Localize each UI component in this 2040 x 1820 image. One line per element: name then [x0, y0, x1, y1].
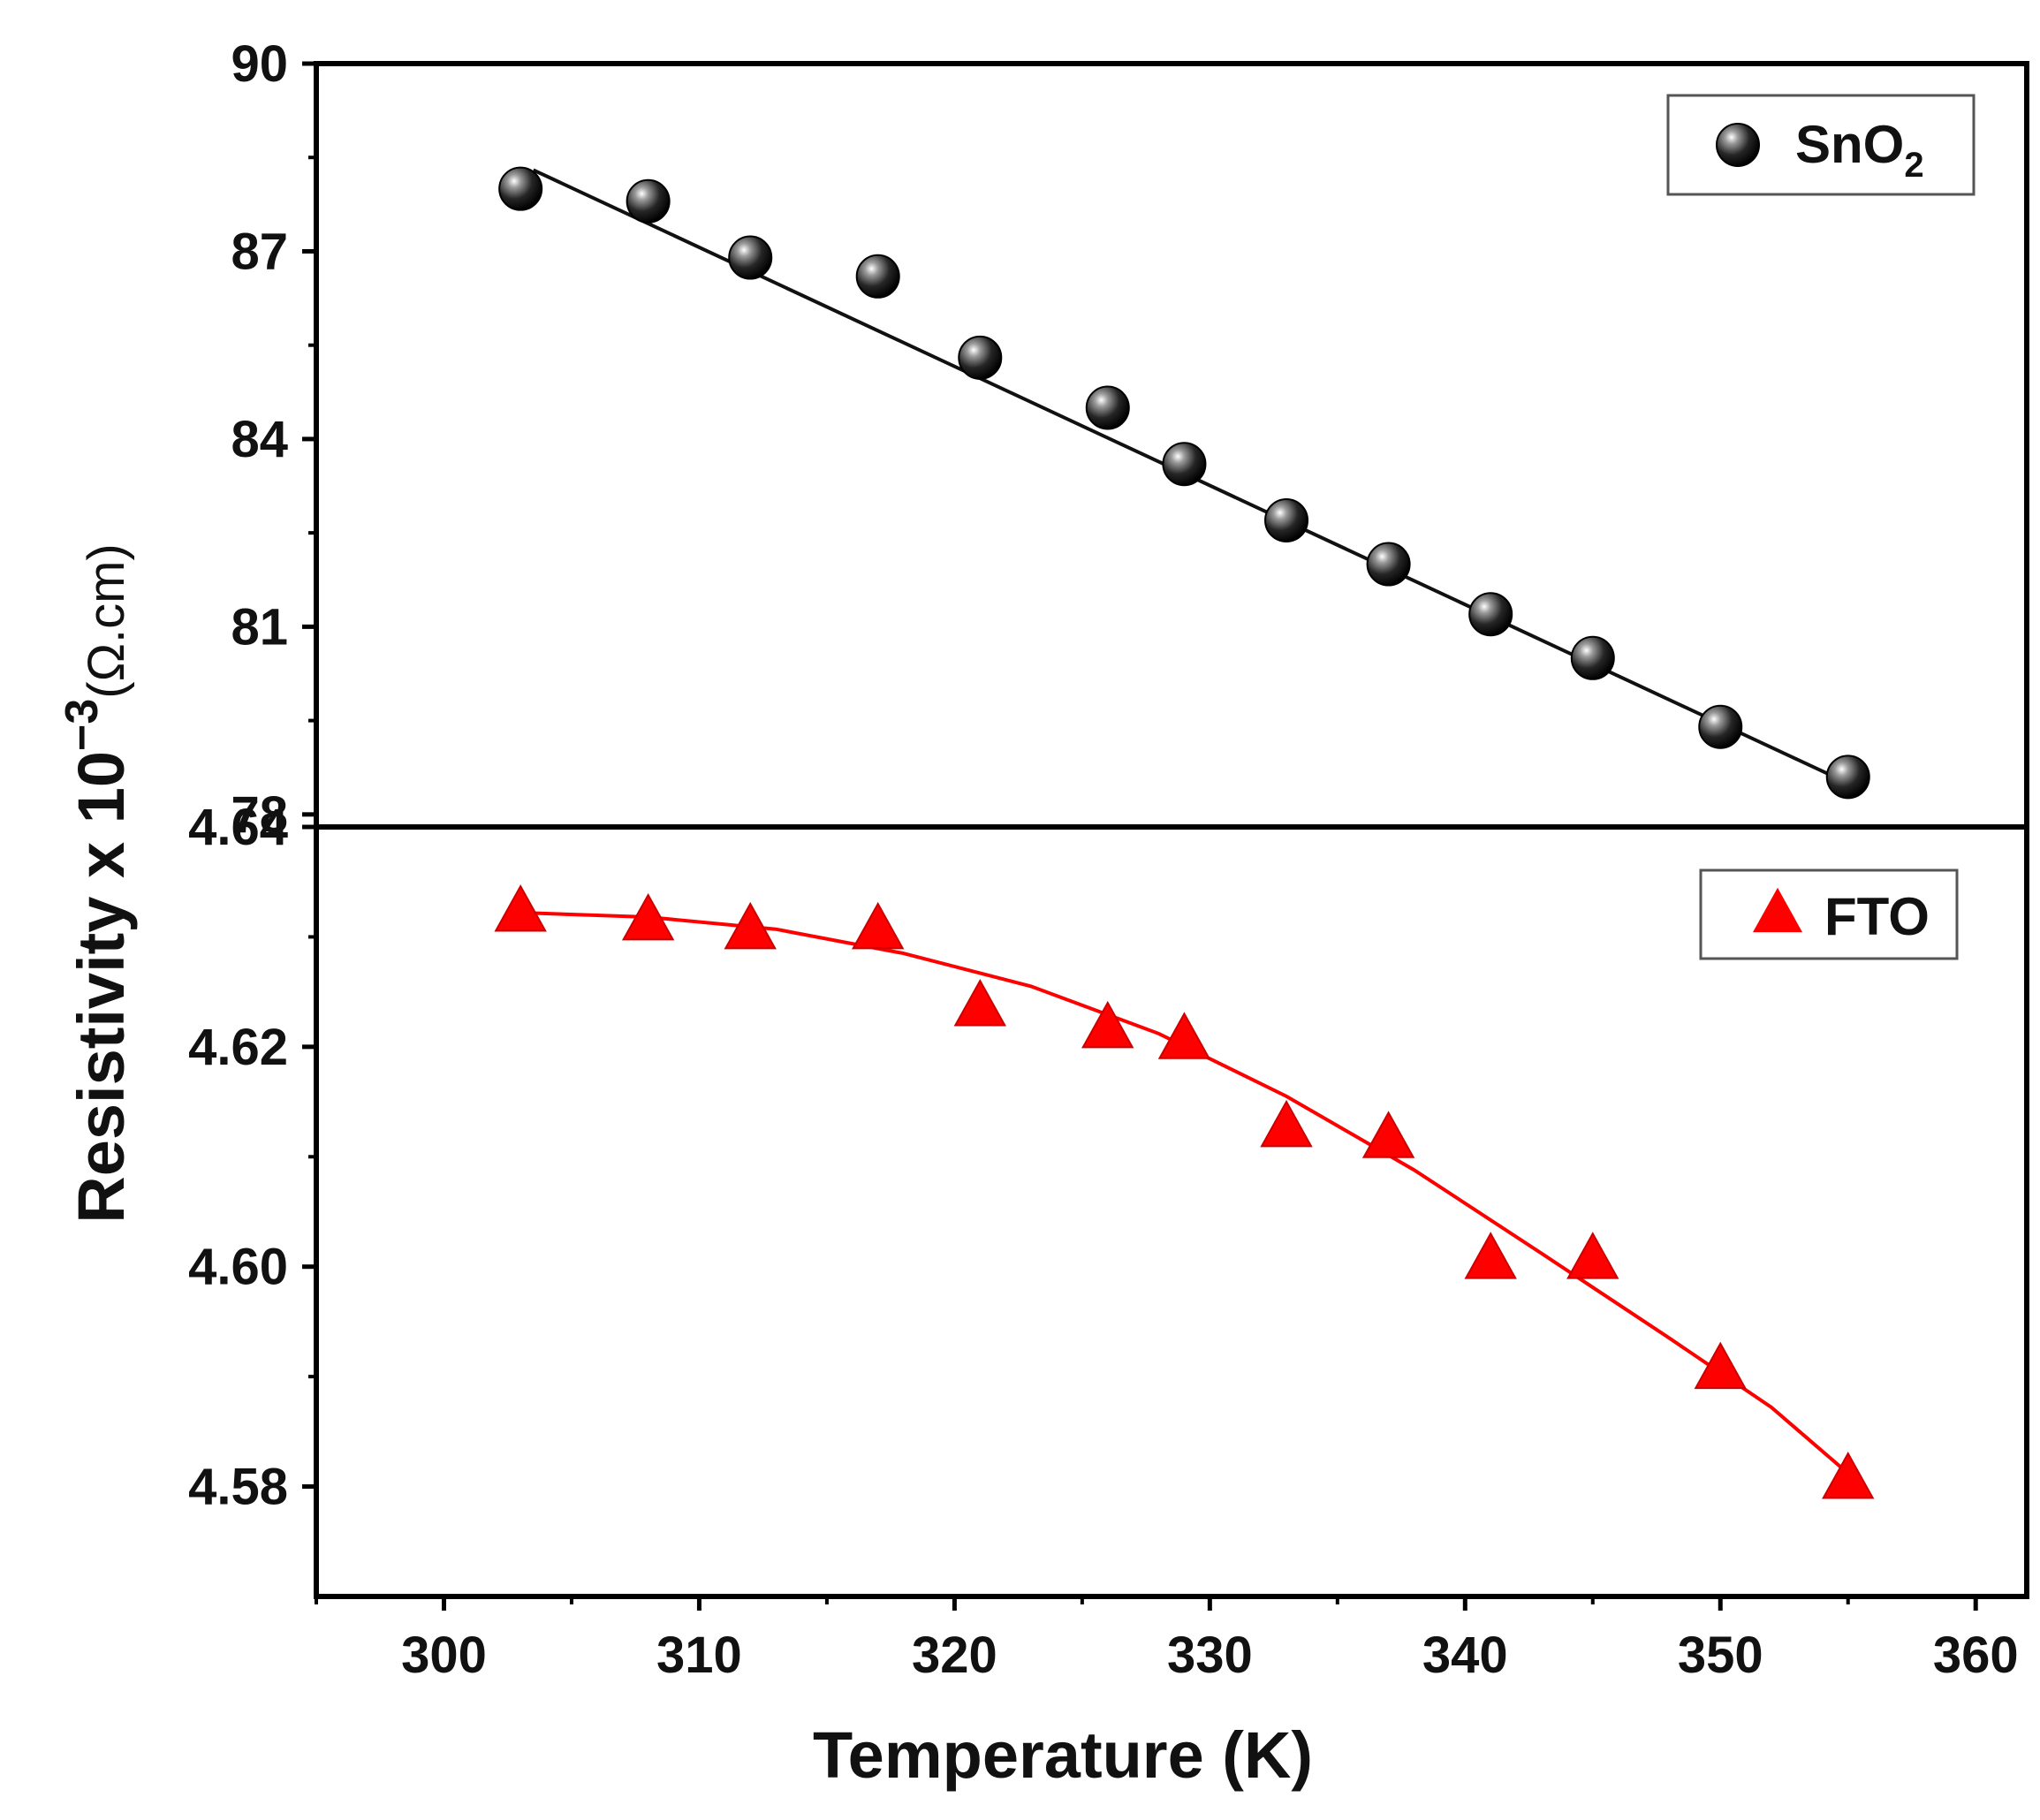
sno2-data-point: [958, 335, 1003, 380]
fto-data-point: [621, 892, 675, 941]
sno2-y-tick-label: 81: [231, 598, 288, 656]
sno2-data-point: [1366, 542, 1411, 587]
legend-fto-label: FTO: [1824, 887, 1930, 946]
x-tick-label: 320: [912, 1627, 997, 1684]
fto-data-point: [1157, 1012, 1211, 1059]
legend-fto-box: [1699, 868, 1959, 960]
fto-data-point: [1464, 1232, 1517, 1279]
x-axis-title: Temperature (K): [813, 1718, 1313, 1792]
fto-data-point: [953, 978, 1006, 1027]
sno2-y-tick-label: 87: [231, 223, 288, 280]
sno2-data-point: [1825, 755, 1870, 800]
sno2-data-point: [1085, 385, 1130, 430]
plot-frame: [314, 61, 2029, 1599]
sno2-data-point: [1162, 442, 1207, 487]
sno2-data-point: [498, 166, 543, 211]
legend-sno2-name: SnO: [1795, 115, 1904, 174]
fto-data-point: [1260, 1099, 1313, 1148]
legend-sno2: SnO2: [1666, 94, 1976, 196]
sno2-data-point: [855, 254, 900, 299]
fto-data-point: [1081, 1000, 1134, 1049]
plot-border: [314, 61, 2029, 1599]
sno2-y-tick-label: 90: [231, 35, 288, 93]
fto-data-point: [724, 901, 777, 950]
fto-y-tick-label: 4.64: [188, 799, 288, 856]
legend-sno2-sphere: [1716, 123, 1760, 167]
y-axis-title-main: Resistivity x 10: [64, 751, 138, 1224]
sno2-data-point: [1264, 497, 1309, 542]
fto-data-point: [1694, 1341, 1747, 1390]
sno2-y-tick-label: 78: [231, 786, 288, 844]
fto-y-tick-label: 4.58: [188, 1459, 288, 1516]
x-tick-label: 300: [401, 1627, 487, 1684]
legend-sno2-subscript: 2: [1904, 146, 1923, 185]
fto-y-tick-label: 4.62: [188, 1019, 288, 1076]
fto-data-point: [1566, 1232, 1619, 1279]
x-tick-label: 340: [1422, 1627, 1508, 1684]
sno2-data-point: [728, 235, 773, 280]
x-tick-label: 350: [1678, 1627, 1763, 1684]
sno2-panel: 78 81 84 87 90: [231, 35, 1870, 844]
legend-fto: FTO: [1699, 868, 1959, 960]
sno2-data-point: [1468, 592, 1513, 637]
legend-sno2-label: SnO2: [1795, 115, 1924, 185]
fto-y-tick-label: 4.60: [188, 1239, 288, 1296]
legend-fto-triangle: [1753, 887, 1802, 933]
x-axis: 300 310 320 330 340 350 360: [315, 1596, 2019, 1684]
fto-data-point: [494, 883, 547, 932]
x-tick-label: 360: [1933, 1627, 2019, 1684]
y-axis-title-unit: (Ω.cm): [78, 543, 135, 698]
fto-data-point: [852, 901, 905, 950]
fto-panel: 4.58 4.60 4.62 4.64: [188, 799, 1875, 1516]
x-tick-label: 310: [656, 1627, 742, 1684]
legend-fto-marker: [1753, 887, 1802, 933]
sno2-data-point: [1570, 635, 1615, 680]
legend-sno2-marker: [1716, 123, 1760, 167]
y-axis-title-exponent: −3: [57, 699, 108, 751]
fto-data-point: [1822, 1452, 1875, 1499]
sno2-data-point: [626, 178, 671, 224]
sno2-data-point: [1698, 704, 1743, 749]
fto-data-point: [1361, 1111, 1415, 1158]
fto-fit-line: [520, 911, 1850, 1475]
x-tick-label: 330: [1167, 1627, 1253, 1684]
y-axis-title: Resistivity x 10−3(Ω.cm): [57, 543, 138, 1223]
sno2-y-tick-label: 84: [231, 411, 288, 468]
